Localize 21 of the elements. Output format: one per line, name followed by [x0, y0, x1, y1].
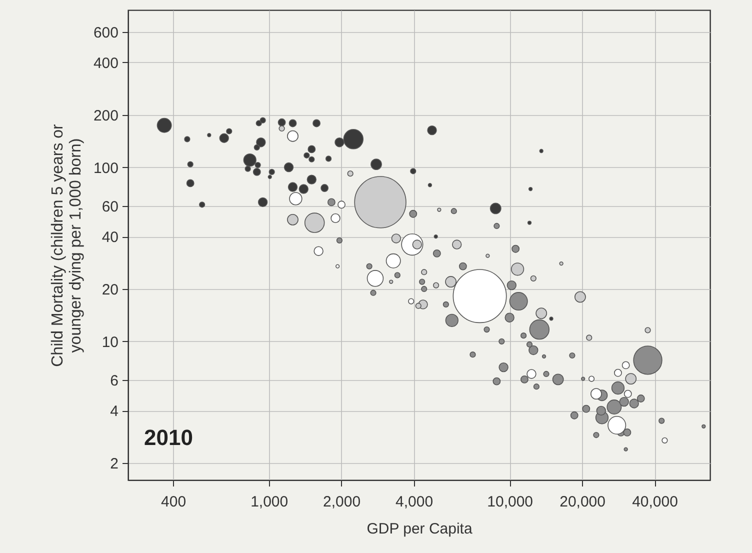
- x-tick-label: 2,000: [323, 494, 361, 510]
- y-axis-title: Child Mortality (children 5 years or younger dying per 1,000 born): [49, 123, 84, 367]
- y-tick-label: 20: [102, 281, 118, 298]
- y-tick-label: 2: [110, 456, 118, 473]
- y-tick-label: 6: [110, 372, 118, 390]
- annotation: 2010: [144, 425, 193, 450]
- x-tick-label: 20,000: [560, 494, 606, 510]
- y-tick-label: 600: [93, 24, 118, 42]
- x-tick-label: 1,000: [250, 494, 288, 510]
- x-tick-label: 10,000: [487, 494, 534, 510]
- x-axis-title: GDP per Capita: [366, 520, 473, 538]
- y-tick-label: 400: [93, 54, 118, 72]
- y-tick-label: 4: [110, 403, 118, 420]
- x-tick-label: 40,000: [632, 494, 678, 510]
- y-tick-label: 100: [93, 160, 118, 177]
- y-tick-label: 40: [102, 229, 118, 246]
- x-tick-label: 400: [161, 494, 186, 510]
- y-tick-label: 60: [102, 198, 118, 216]
- y-tick-label: 10: [102, 334, 118, 351]
- x-tick-label: 4,000: [396, 494, 434, 510]
- y-tick-label: 200: [93, 107, 118, 124]
